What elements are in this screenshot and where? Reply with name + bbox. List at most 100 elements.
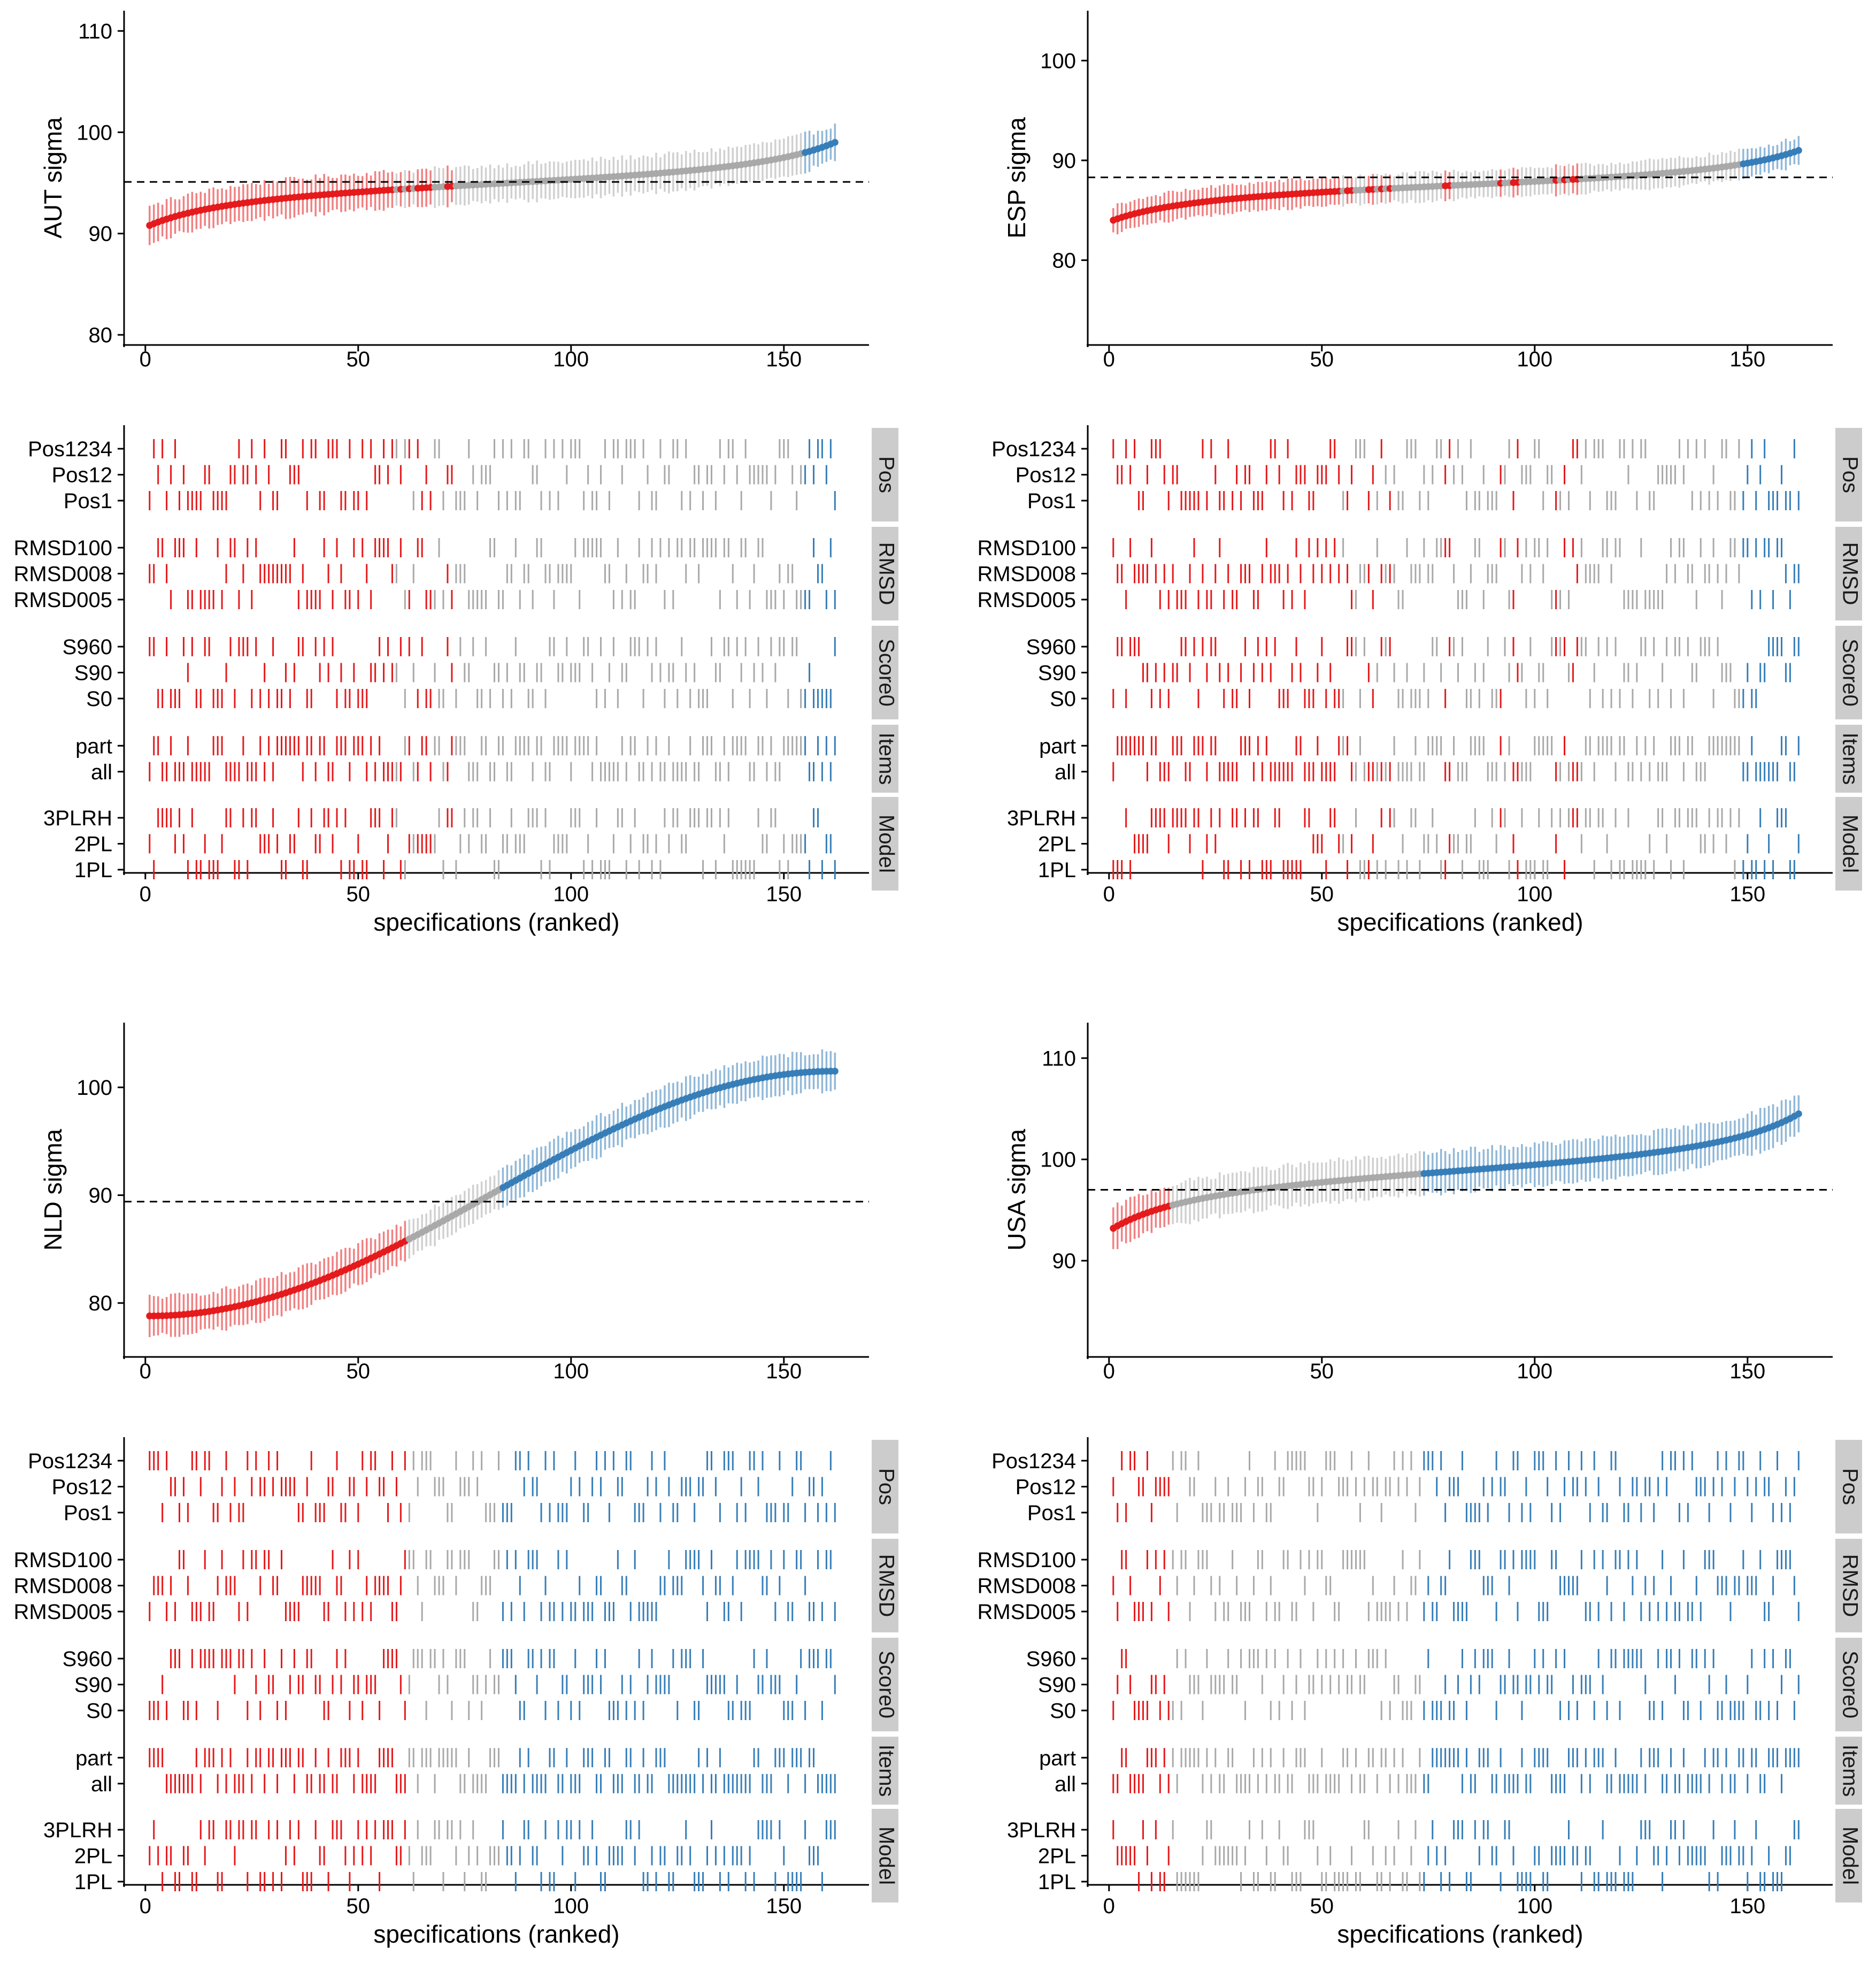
x-axis-title: specifications (ranked) — [1337, 1920, 1583, 1948]
level-label: RMSD008 — [13, 1575, 112, 1598]
level-label: S90 — [74, 1674, 112, 1697]
level-label: all — [1055, 761, 1076, 784]
x-tick-label: 0 — [140, 883, 151, 906]
x-tick-label: 0 — [140, 1894, 151, 1918]
level-label: 1PL — [1038, 858, 1076, 882]
level-label: S90 — [74, 662, 112, 685]
level-label: part — [75, 734, 112, 758]
x-tick-label: 150 — [766, 883, 802, 906]
level-label: RMSD005 — [977, 588, 1076, 612]
facet-strip — [1835, 527, 1862, 620]
estimate-point — [831, 139, 839, 146]
y-tick-label: 80 — [1052, 249, 1077, 272]
x-tick-label: 100 — [553, 1894, 589, 1918]
level-label: RMSD100 — [13, 1548, 112, 1572]
y-tick-label: 90 — [1052, 149, 1077, 173]
level-label: 2PL — [1038, 833, 1076, 856]
level-label: S0 — [86, 687, 112, 711]
y-tick-label: 100 — [76, 1076, 112, 1100]
panel-usa: 90 100 110 0 50 100 150 USA sigma 0 50 100 150 speci… — [977, 1023, 1862, 1948]
y-tick-label: 80 — [89, 324, 113, 347]
level-label: S960 — [63, 1647, 112, 1671]
y-axis-title: AUT sigma — [39, 117, 67, 239]
estimate-point — [1795, 1110, 1802, 1117]
estimate-plot: 80 90 100 0 50 100 150 NLD sigma — [39, 1023, 869, 1383]
estimate-point — [831, 1068, 839, 1075]
facet-items: Items part all — [75, 1737, 898, 1805]
facet-strip-label: Pos — [874, 456, 898, 493]
facet-strip-label: Score0 — [874, 639, 898, 707]
y-tick-label: 100 — [1040, 49, 1076, 73]
facet-strip-label: Pos — [874, 1468, 898, 1505]
facet-strip — [1835, 1638, 1862, 1731]
level-label: 1PL — [74, 1870, 112, 1894]
facet-strip-label: Pos — [1838, 1468, 1862, 1505]
level-label: RMSD100 — [13, 536, 112, 560]
level-label: Pos12 — [1016, 464, 1076, 487]
level-label: S960 — [1026, 635, 1076, 659]
level-label: RMSD100 — [977, 536, 1076, 560]
level-label: 2PL — [1038, 1845, 1076, 1868]
x-axis-title: specifications (ranked) — [373, 1920, 619, 1948]
facet-strip — [1835, 725, 1862, 793]
level-label: RMSD100 — [977, 1548, 1076, 1572]
x-tick-label: 50 — [1310, 1360, 1334, 1383]
facet-strip — [1835, 1539, 1862, 1632]
y-tick-label: 90 — [89, 223, 113, 246]
level-label: S960 — [1026, 1647, 1076, 1671]
x-tick-label: 50 — [347, 1894, 371, 1918]
level-label: RMSD005 — [13, 588, 112, 612]
y-tick-label: 90 — [1052, 1249, 1077, 1273]
facet-strip — [872, 1737, 898, 1805]
facet-strip-label: Model — [874, 1827, 898, 1885]
x-tick-label: 0 — [1103, 1360, 1115, 1383]
level-label: all — [91, 761, 112, 784]
x-tick-label: 0 — [140, 1360, 151, 1383]
level-label: Pos1 — [64, 489, 112, 513]
estimate-plot: 90 100 110 0 50 100 150 USA sigma — [1003, 1023, 1833, 1383]
x-tick-label: 0 — [1103, 1894, 1115, 1918]
level-label: part — [1039, 734, 1076, 758]
facet-strip-label: Model — [874, 815, 898, 873]
facet-strip-label: Model — [1838, 815, 1862, 873]
x-tick-label: 150 — [1729, 348, 1765, 371]
facet-strip-label: RMSD — [874, 542, 898, 605]
facet-strip-label: Items — [874, 1745, 898, 1797]
level-label: 3PLRH — [1007, 1819, 1076, 1842]
x-tick-label: 100 — [553, 1360, 589, 1383]
y-tick-label: 110 — [78, 20, 112, 43]
facet-items: Items part all — [75, 725, 898, 793]
level-label: 3PLRH — [43, 1819, 112, 1842]
level-label: Pos12 — [1016, 1476, 1076, 1499]
level-label: 2PL — [74, 1845, 112, 1868]
x-tick-label: 0 — [1103, 883, 1115, 906]
facet-strip — [872, 1638, 898, 1731]
level-label: Pos12 — [52, 1476, 112, 1499]
facet-strip — [1835, 1809, 1862, 1902]
estimate-plot: 80 90 100 110 0 50 100 150 AUT sigma — [39, 11, 869, 371]
level-label: Pos1 — [1027, 489, 1076, 513]
facet-strip-label: Score0 — [1838, 639, 1862, 707]
y-tick-label: 110 — [1042, 1047, 1076, 1070]
level-label: Pos1234 — [28, 438, 112, 461]
facet-strip-label: Score0 — [1838, 1651, 1862, 1718]
y-tick-label: 90 — [89, 1184, 113, 1208]
x-tick-label: 100 — [1517, 1894, 1552, 1918]
facet-strip — [872, 725, 898, 793]
level-label: S960 — [63, 635, 112, 659]
x-tick-label: 50 — [1310, 1894, 1334, 1918]
facet-strip-label: RMSD — [874, 1554, 898, 1617]
level-label: S0 — [86, 1699, 112, 1723]
